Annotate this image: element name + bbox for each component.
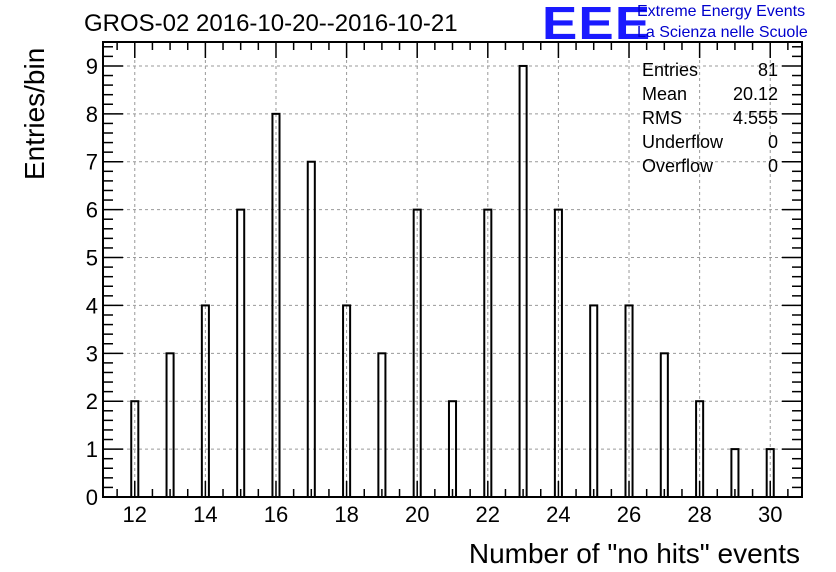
stat-label: Mean: [642, 84, 687, 104]
histogram-bar: [659, 352, 669, 498]
histogram-bar: [377, 352, 387, 498]
stat-value: 0: [768, 156, 778, 176]
x-axis-ticks: 12 14 16 18 20 22 24 26 28 30: [116, 42, 789, 527]
grid-lines: [103, 42, 802, 497]
y-tick-label: 1: [86, 437, 98, 462]
chart-title: GROS-02 2016-10-20--2016-10-21: [84, 10, 458, 37]
plot-frame: [102, 41, 803, 498]
histogram-bar: [518, 64, 528, 499]
x-tick-label: 12: [123, 502, 147, 527]
org-name-line2: La Scienza nelle Scuole: [637, 24, 808, 41]
y-tick-label: 9: [86, 54, 98, 79]
stat-value: 0: [768, 132, 778, 152]
histogram-bar: [165, 352, 175, 498]
x-tick-label: 30: [758, 502, 782, 527]
x-tick-label: 26: [617, 502, 641, 527]
x-tick-label: 18: [334, 502, 358, 527]
eee-logo: EEE: [542, 0, 652, 49]
x-tick-label: 22: [476, 502, 500, 527]
x-tick-label: 24: [546, 502, 570, 527]
stat-value: 4.555: [733, 108, 778, 128]
y-tick-label: 5: [86, 246, 98, 271]
x-axis-label: Number of "no hits" events: [469, 538, 800, 569]
org-name-line1: Extreme Energy Events: [637, 3, 806, 20]
stat-label: Overflow: [642, 156, 714, 176]
x-tick-label: 16: [264, 502, 288, 527]
stat-value: 20.12: [733, 84, 778, 104]
stat-value: 81: [758, 60, 778, 80]
stat-label: Entries: [642, 60, 698, 80]
y-tick-label: 7: [86, 150, 98, 175]
y-tick-label: 0: [86, 485, 98, 510]
y-tick-label: 4: [86, 293, 98, 318]
y-tick-label: 3: [86, 341, 98, 366]
histogram-bar: [306, 160, 316, 498]
y-axis-label: Entries/bin: [19, 48, 50, 180]
x-tick-label: 14: [193, 502, 217, 527]
stat-label: RMS: [642, 108, 682, 128]
x-tick-label: 20: [405, 502, 429, 527]
y-tick-label: 6: [86, 198, 98, 223]
x-tick-label: 28: [687, 502, 711, 527]
stats-box: Entries 81 Mean 20.12 RMS 4.555 Underflow 0 Over…: [642, 60, 778, 176]
y-tick-label: 8: [86, 102, 98, 127]
y-axis-ticks: 0 1 2 3 4 5 6 7 8 9: [86, 46, 802, 510]
stat-label: Underflow: [642, 132, 724, 152]
y-tick-label: 2: [86, 389, 98, 414]
histogram-bars: [130, 64, 775, 499]
